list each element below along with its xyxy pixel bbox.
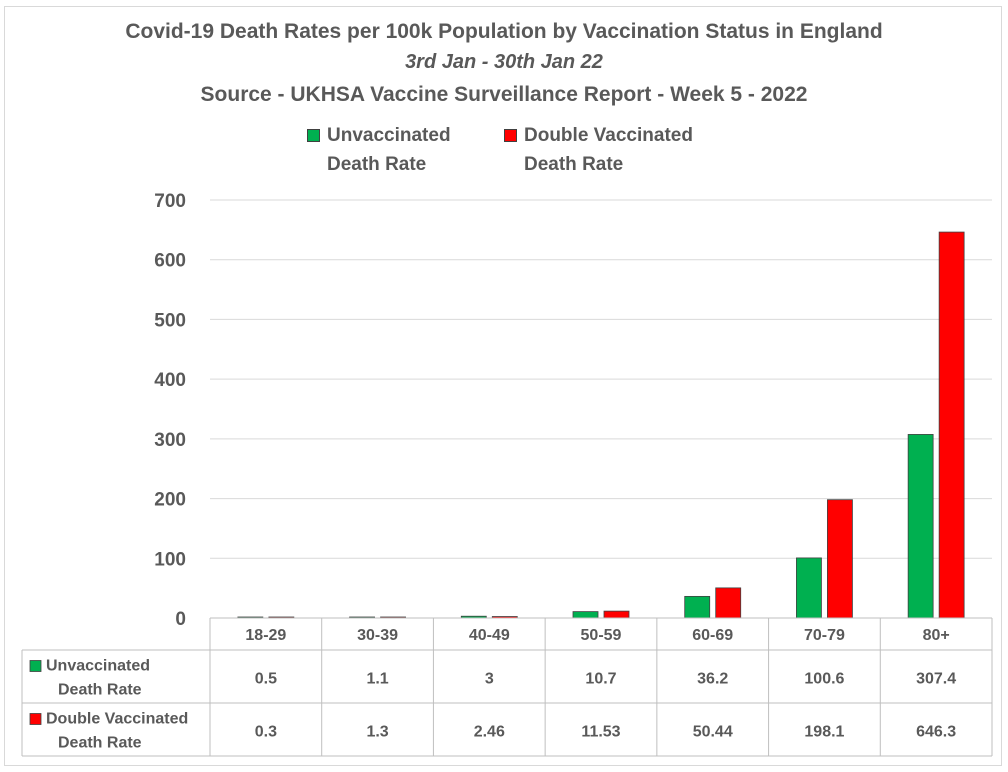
chart-subtitle: 3rd Jan - 30th Jan 22 <box>405 51 603 73</box>
table-cell: 307.4 <box>916 671 956 688</box>
table-row-label: Double Vaccinated <box>46 711 188 728</box>
table-legend-key <box>29 660 42 672</box>
y-tick-label: 0 <box>175 609 186 630</box>
x-tick-label: 30-39 <box>357 627 398 644</box>
table-cell: 1.1 <box>366 671 388 688</box>
table-cell: 1.3 <box>366 724 388 741</box>
table-cell: 2.46 <box>474 724 505 741</box>
table-cell: 10.7 <box>585 671 616 688</box>
bar-double-vaccinated <box>827 499 853 619</box>
y-tick-label: 300 <box>154 430 186 451</box>
y-tick-label: 600 <box>154 251 186 272</box>
bar-double-vaccinated <box>603 610 630 619</box>
table-cell: 0.3 <box>255 724 277 741</box>
legend-swatch-unvaccinated <box>307 129 320 142</box>
legend-swatch-double-vaccinated <box>504 129 517 142</box>
y-tick-label: 500 <box>154 310 186 331</box>
table-cell: 3 <box>485 671 494 688</box>
chart-frame <box>4 6 1002 766</box>
table-row-label: Death Rate <box>58 735 142 752</box>
bar-double-vaccinated <box>715 587 742 619</box>
x-tick-label: 60-69 <box>692 627 733 644</box>
table-row-label: Unvaccinated <box>46 658 150 675</box>
chart-source: Source - UKHSA Vaccine Surveillance Repo… <box>200 83 808 106</box>
bar-unvaccinated <box>572 611 599 619</box>
x-tick-label: 80+ <box>923 627 950 644</box>
x-tick-label: 70-79 <box>804 627 845 644</box>
chart-title: Covid-19 Death Rates per 100k Population… <box>125 20 883 43</box>
y-tick-label: 700 <box>154 191 186 212</box>
table-cell: 198.1 <box>804 724 844 741</box>
legend-label-unvaccinated: Unvaccinated Death Rate <box>327 125 451 175</box>
bar-unvaccinated <box>684 595 711 619</box>
legend-label-double-vaccinated: Double Vaccinated Death Rate <box>524 125 693 175</box>
table-cell: 36.2 <box>697 671 728 688</box>
y-tick-label: 200 <box>154 490 186 511</box>
table-cell: 646.3 <box>916 724 956 741</box>
table-legend-key <box>29 713 42 725</box>
table-cell: 100.6 <box>804 671 844 688</box>
table-cell: 50.44 <box>693 724 733 741</box>
table-cell: 11.53 <box>581 724 620 741</box>
x-tick-label: 18-29 <box>245 627 286 644</box>
x-tick-label: 50-59 <box>581 627 622 644</box>
x-tick-label: 40-49 <box>469 627 510 644</box>
table-cell: 0.5 <box>255 671 277 688</box>
y-tick-label: 400 <box>154 370 186 391</box>
bar-unvaccinated <box>796 557 822 619</box>
table-row-label: Death Rate <box>58 682 142 699</box>
bar-unvaccinated <box>907 434 934 619</box>
y-tick-label: 100 <box>154 549 186 570</box>
bar-double-vaccinated <box>938 231 965 619</box>
